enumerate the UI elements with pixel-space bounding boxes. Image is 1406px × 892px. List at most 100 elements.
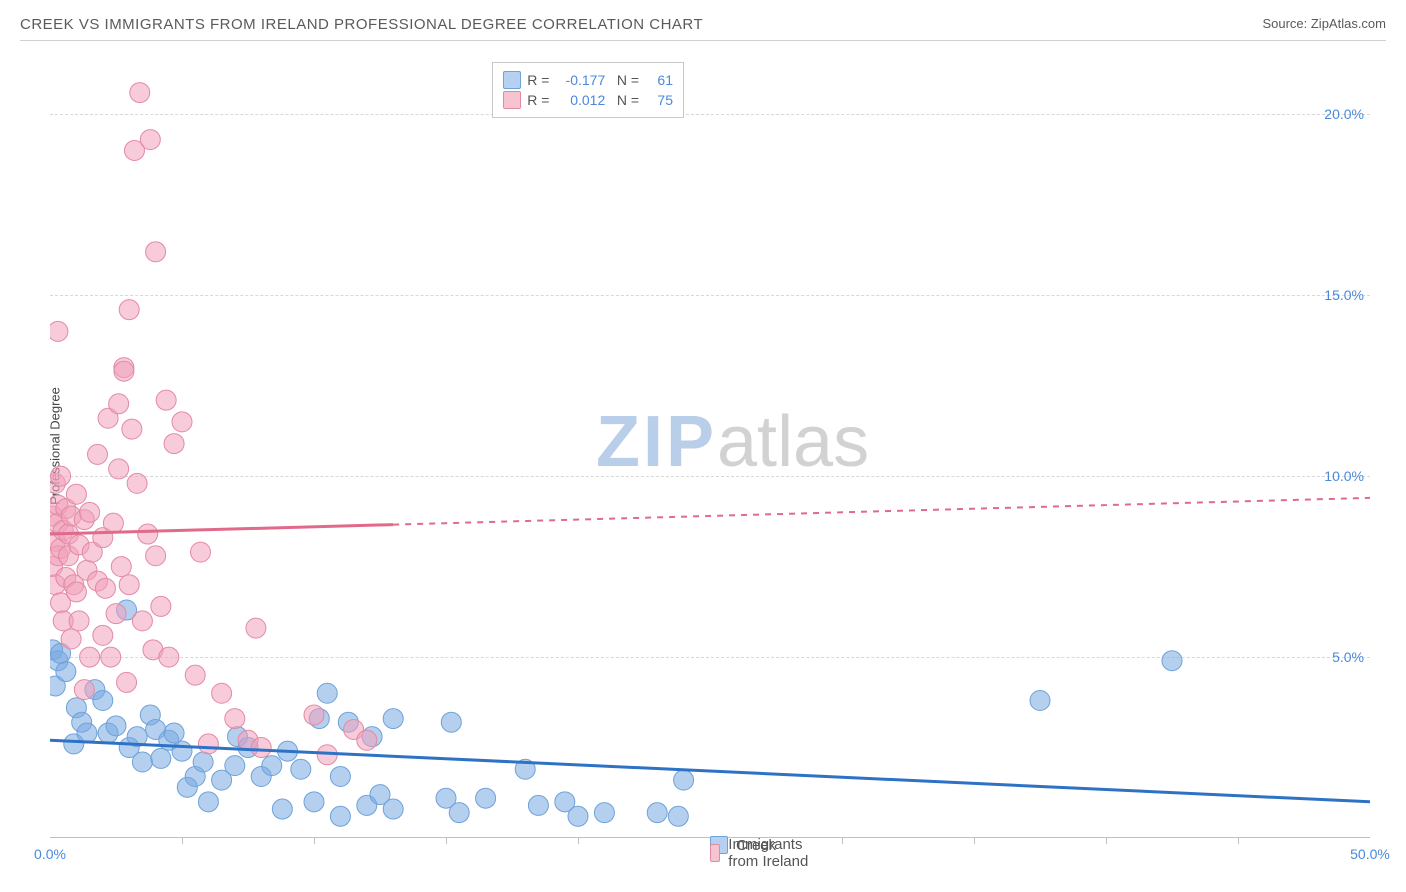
data-point <box>146 242 166 262</box>
legend-swatch <box>710 844 720 862</box>
x-tick <box>446 838 447 844</box>
data-point <box>164 434 184 454</box>
data-point <box>193 752 213 772</box>
x-tick <box>578 838 579 844</box>
data-point <box>80 502 100 522</box>
data-point <box>528 795 548 815</box>
correlation-row: R = -0.177 N = 61 <box>503 71 673 89</box>
data-point <box>66 582 86 602</box>
data-point <box>93 690 113 710</box>
data-point <box>647 803 667 823</box>
data-point <box>225 709 245 729</box>
data-point <box>106 604 126 624</box>
data-point <box>476 788 496 808</box>
correlation-row: R = 0.012 N = 75 <box>503 91 673 109</box>
data-point <box>317 683 337 703</box>
chart-title: CREEK VS IMMIGRANTS FROM IRELAND PROFESS… <box>20 16 703 33</box>
x-tick <box>1238 838 1239 844</box>
data-point <box>111 557 131 577</box>
data-point <box>122 419 142 439</box>
x-tick <box>1106 838 1107 844</box>
data-point <box>330 806 350 826</box>
data-point <box>138 524 158 544</box>
data-point <box>130 83 150 103</box>
data-point <box>383 709 403 729</box>
data-point <box>127 473 147 493</box>
data-point <box>119 575 139 595</box>
legend-label: Immigrants from Ireland <box>728 836 810 870</box>
data-point <box>88 444 108 464</box>
legend-item: Immigrants from Ireland <box>710 836 810 870</box>
data-point <box>106 716 126 736</box>
data-point <box>140 130 160 150</box>
x-tick <box>314 838 315 844</box>
data-point <box>93 625 113 645</box>
x-tick-label: 50.0% <box>1350 846 1390 862</box>
chart-header: CREEK VS IMMIGRANTS FROM IRELAND PROFESS… <box>20 12 1386 41</box>
data-point <box>441 712 461 732</box>
data-point <box>119 300 139 320</box>
data-point <box>449 803 469 823</box>
data-point <box>198 734 218 754</box>
legend-swatch <box>503 71 521 89</box>
data-point <box>151 596 171 616</box>
data-point <box>50 321 68 341</box>
data-point <box>56 662 76 682</box>
data-point <box>246 618 266 638</box>
data-point <box>383 799 403 819</box>
data-point <box>61 629 81 649</box>
data-point <box>159 647 179 667</box>
data-point <box>668 806 688 826</box>
data-point <box>198 792 218 812</box>
data-point <box>674 770 694 790</box>
data-point <box>156 390 176 410</box>
data-point <box>172 412 192 432</box>
correlation-text: R = -0.177 N = 61 <box>527 72 673 88</box>
data-point <box>568 806 588 826</box>
correlation-legend: R = -0.177 N = 61 R = 0.012 N = 75 <box>492 62 684 118</box>
data-point <box>212 683 232 703</box>
data-point <box>272 799 292 819</box>
data-point <box>185 665 205 685</box>
data-point <box>190 542 210 562</box>
data-point <box>251 738 271 758</box>
x-tick <box>842 838 843 844</box>
correlation-text: R = 0.012 N = 75 <box>527 92 673 108</box>
data-point <box>304 792 324 812</box>
data-point <box>291 759 311 779</box>
data-point <box>1162 651 1182 671</box>
data-point <box>132 752 152 772</box>
data-point <box>51 466 71 486</box>
x-tick-label: 0.0% <box>34 846 66 862</box>
data-point <box>225 756 245 776</box>
x-tick <box>974 838 975 844</box>
source-value: ZipAtlas.com <box>1311 16 1386 31</box>
data-point <box>262 756 282 776</box>
data-point <box>304 705 324 725</box>
data-point <box>330 766 350 786</box>
trend-line <box>50 740 1370 802</box>
data-point <box>114 361 134 381</box>
svg-layer <box>50 60 1370 838</box>
x-tick <box>182 838 183 844</box>
data-point <box>103 513 123 533</box>
trend-line-dashed <box>393 498 1370 525</box>
data-point <box>109 459 129 479</box>
data-point <box>146 546 166 566</box>
chart-source: Source: ZipAtlas.com <box>1262 16 1386 31</box>
data-point <box>151 748 171 768</box>
legend-swatch <box>503 91 521 109</box>
data-point <box>77 723 97 743</box>
data-point <box>357 730 377 750</box>
plot-area: ZIPatlas5.0%10.0%15.0%20.0%0.0%50.0% R =… <box>50 60 1370 838</box>
data-point <box>1030 690 1050 710</box>
data-point <box>74 680 94 700</box>
data-point <box>132 611 152 631</box>
source-label: Source: <box>1262 16 1310 31</box>
data-point <box>164 723 184 743</box>
data-point <box>109 394 129 414</box>
data-point <box>95 578 115 598</box>
data-point <box>66 484 86 504</box>
data-point <box>80 647 100 667</box>
data-point <box>101 647 121 667</box>
